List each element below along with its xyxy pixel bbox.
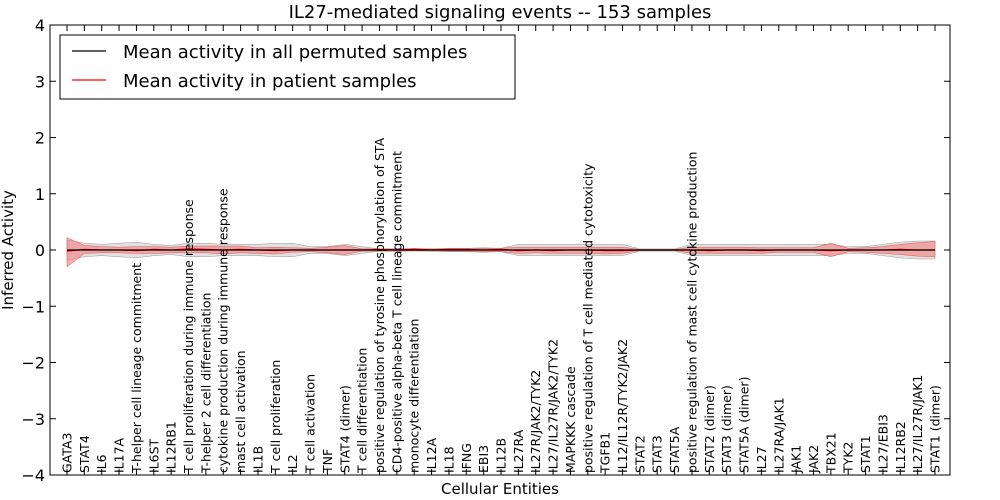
category-label: cytokine production during immune respon… <box>216 188 231 473</box>
y-tick-label: 2 <box>35 129 45 148</box>
category-label: IL6ST <box>146 438 161 473</box>
patient-band <box>66 237 936 268</box>
category-label: IL12/IL12R/TYK2/JAK2 <box>615 339 630 473</box>
y-axis-ticks: −4 −3 −2 −1 0 1 2 3 4 <box>21 16 950 485</box>
category-label: IL17A <box>112 437 127 473</box>
legend-box <box>59 34 516 100</box>
category-label: IL27R/JAK2/TYK2 <box>528 370 543 473</box>
category-label: STAT5A (dimer) <box>737 377 752 473</box>
category-label: IL27/IL27R/JAK2/TYK2 <box>546 339 561 473</box>
legend: Mean activity in all permuted samples Me… <box>59 34 516 100</box>
category-label: STAT4 (dimer) <box>337 385 352 473</box>
category-label: TNF <box>320 449 335 474</box>
category-label: monocyte differentiation <box>407 319 422 473</box>
y-axis-label: Inferred Activity <box>0 190 17 310</box>
category-label: IL12A <box>424 437 439 473</box>
category-label: IFNG <box>459 443 474 473</box>
confidence-bands <box>66 237 936 268</box>
category-label: JAK2 <box>806 445 821 474</box>
series-lines <box>66 248 935 252</box>
category-label: T-helper cell lineage commitment <box>129 263 144 474</box>
category-label: CD4-positive alpha-beta T cell lineage c… <box>389 151 404 473</box>
category-label: positive regulation of tyrosine phosphor… <box>372 137 387 473</box>
category-label: STAT2 (dimer) <box>702 385 717 473</box>
category-label: mast cell activation <box>233 350 248 473</box>
category-label: T-helper 2 cell differentiation <box>198 293 213 474</box>
category-label: IL27 <box>754 446 769 473</box>
category-label: IL27/IL27R/JAK1 <box>910 375 925 473</box>
category-label: IL12RB1 <box>164 421 179 473</box>
category-label: T cell proliferation <box>268 360 283 474</box>
category-label: STAT3 (dimer) <box>719 385 734 473</box>
y-tick-label: −1 <box>21 297 45 316</box>
category-label: STAT5A <box>667 426 682 473</box>
category-label: positive regulation of mast cell cytokin… <box>684 152 699 473</box>
category-label: IL1B <box>250 446 265 473</box>
y-tick-label: 0 <box>35 241 45 260</box>
category-label: T cell differentiation <box>355 348 370 474</box>
category-label: TYK2 <box>841 442 856 474</box>
category-label: TBX21 <box>823 432 838 474</box>
category-label: MAPKKK cascade <box>563 366 578 473</box>
category-label: T cell activation <box>303 374 318 474</box>
category-label: STAT1 (dimer) <box>928 385 943 473</box>
category-label: STAT4 <box>77 435 92 473</box>
category-label: positive regulation of T cell mediated c… <box>580 163 595 473</box>
category-label: IL27RA/JAK1 <box>771 397 786 473</box>
y-tick-label: 3 <box>35 72 45 91</box>
y-tick-label: 4 <box>35 16 45 35</box>
category-label: IL12RB2 <box>893 421 908 473</box>
x-axis-ticks <box>66 25 936 475</box>
category-label: IL2 <box>285 454 300 473</box>
category-label: STAT3 <box>650 435 665 473</box>
category-label: TGFB1 <box>598 432 613 474</box>
category-label: IL6 <box>94 454 109 473</box>
category-label: IL12B <box>494 438 509 473</box>
y-tick-label: −4 <box>21 466 45 485</box>
category-label: STAT1 <box>858 435 873 473</box>
category-label: STAT2 <box>632 435 647 473</box>
category-label: IL18 <box>441 446 456 473</box>
category-label: JAK1 <box>789 445 804 474</box>
y-tick-label: −2 <box>21 354 45 373</box>
category-label: EBI3 <box>476 445 491 473</box>
chart-title: IL27-mediated signaling events -- 153 sa… <box>289 2 712 23</box>
y-tick-label: 1 <box>35 185 45 204</box>
category-label: T cell proliferation during immune respo… <box>181 199 196 474</box>
legend-permuted-label: Mean activity in all permuted samples <box>123 42 467 63</box>
category-label: IL27/EBI3 <box>875 414 890 473</box>
category-label: GATA3 <box>60 433 75 473</box>
category-label: IL27RA <box>511 429 526 473</box>
y-tick-label: −3 <box>21 410 45 429</box>
legend-patient-label: Mean activity in patient samples <box>123 71 417 92</box>
x-axis-label: Cellular Entities <box>441 480 559 498</box>
category-labels: GATA3 STAT4 IL6 IL17A T-helper cell lineage … <box>60 137 943 474</box>
